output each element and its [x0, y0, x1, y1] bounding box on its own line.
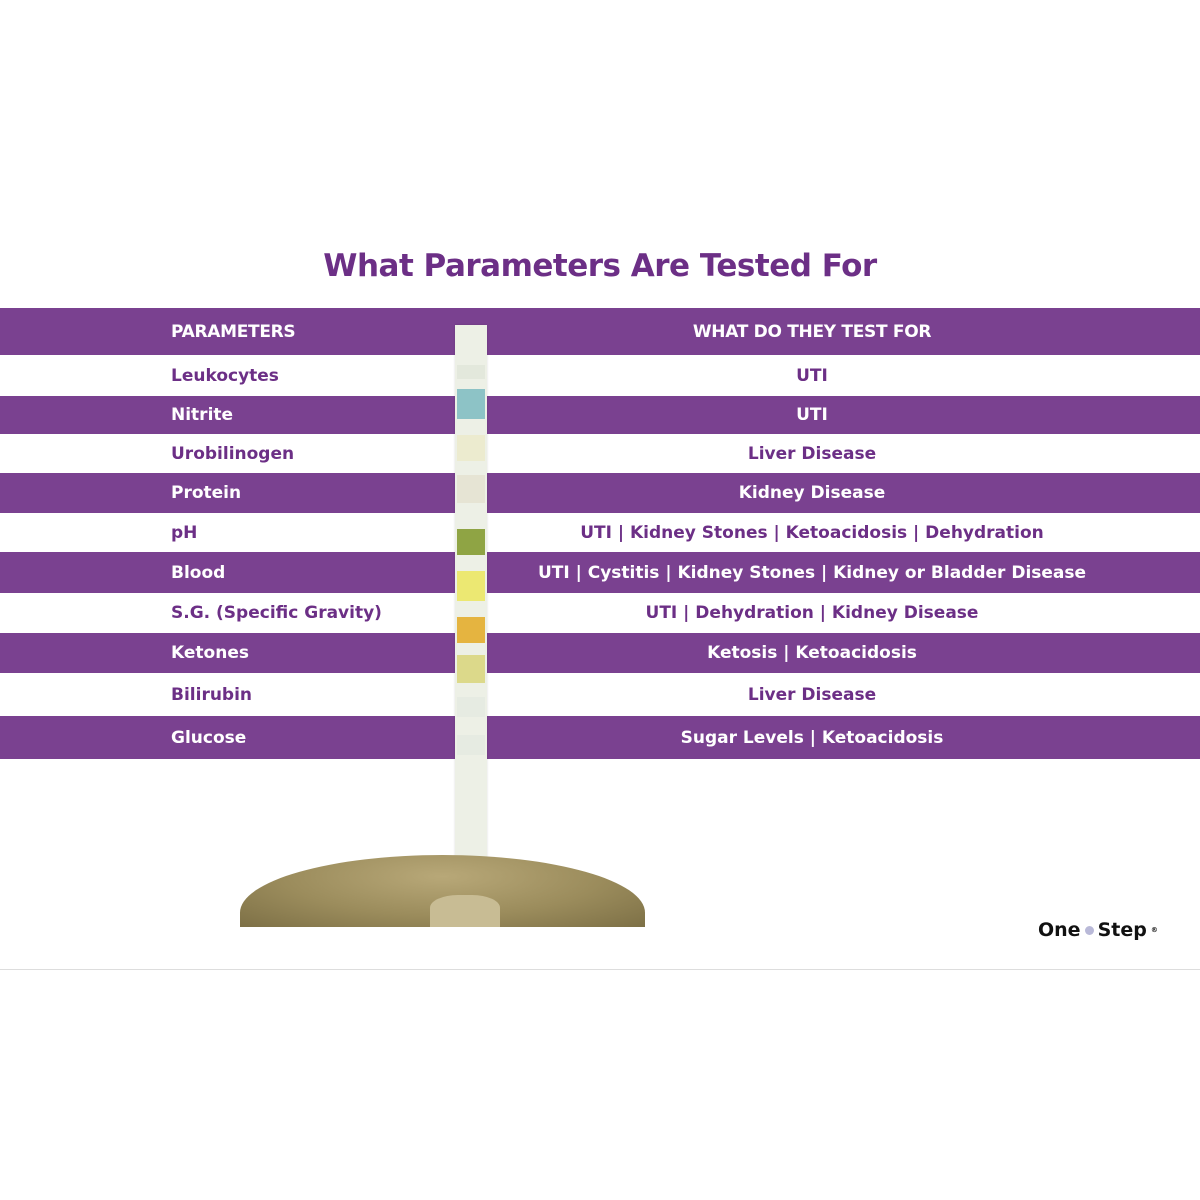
strip-pad: [457, 365, 485, 379]
table-row: Bilirubin Liver Disease: [0, 673, 1200, 716]
strip-pad: [457, 735, 485, 755]
tests-for: Ketosis | Ketoacidosis: [707, 643, 917, 663]
strip-pad: [457, 529, 485, 555]
parameter-name: Blood: [171, 562, 226, 583]
logo-text-one: One: [1038, 919, 1081, 941]
strip-pad: [457, 435, 485, 461]
strip-pad: [457, 389, 485, 419]
one-step-logo: One Step ®: [1038, 919, 1158, 941]
parameter-name: Urobilinogen: [171, 443, 295, 464]
test-strip-image: [455, 325, 487, 905]
divider: [0, 969, 1200, 970]
table-row: Ketones Ketosis | Ketoacidosis: [0, 633, 1200, 673]
table-header: PARAMETERS WHAT DO THEY TEST FOR: [0, 308, 1200, 355]
tests-for: Liver Disease: [747, 443, 877, 464]
table-row: Glucose Sugar Levels | Ketoacidosis: [0, 716, 1200, 759]
tests-for: UTI | Dehydration | Kidney Disease: [645, 603, 979, 623]
parameter-name: Protein: [171, 483, 242, 503]
thumb-image: [430, 895, 500, 927]
parameter-name: Nitrite: [171, 405, 234, 425]
parameter-name: pH: [171, 522, 198, 543]
parameter-name: S.G. (Specific Gravity): [171, 603, 382, 623]
tests-for: Kidney Disease: [738, 483, 886, 503]
table-row: Urobilinogen Liver Disease: [0, 434, 1200, 473]
strip-pad: [457, 571, 485, 601]
strip-pad: [457, 617, 485, 643]
logo-dot-icon: [1084, 925, 1094, 935]
tests-for: UTI | Kidney Stones | Ketoacidosis | Deh…: [580, 522, 1044, 543]
table-row: S.G. (Specific Gravity) UTI | Dehydration…: [0, 593, 1200, 633]
table-row: Nitrite UTI: [0, 396, 1200, 434]
parameter-name: Bilirubin: [171, 684, 253, 705]
table-row: Leukocytes UTI: [0, 355, 1200, 396]
tests-for: UTI | Cystitis | Kidney Stones | Kidney …: [537, 562, 1087, 583]
strip-pad: [457, 475, 485, 503]
registered-mark: ®: [1150, 926, 1158, 934]
parameter-name: Leukocytes: [171, 365, 279, 386]
tests-for: UTI: [796, 405, 828, 425]
logo-text-step: Step: [1097, 919, 1147, 941]
table-row: Blood UTI | Cystitis | Kidney Stones | Ki…: [0, 552, 1200, 593]
header-tests: WHAT DO THEY TEST FOR: [692, 321, 932, 342]
tests-for: Sugar Levels | Ketoacidosis: [680, 727, 944, 748]
table-row: pH UTI | Kidney Stones | Ketoacidosis | D…: [0, 513, 1200, 552]
strip-pad: [457, 655, 485, 683]
header-parameters: PARAMETERS: [171, 321, 296, 342]
table-row: Protein Kidney Disease: [0, 473, 1200, 513]
parameter-name: Ketones: [171, 643, 249, 663]
strip-pad: [457, 697, 485, 717]
tests-for: Liver Disease: [747, 684, 877, 705]
page-title: What Parameters Are Tested For: [323, 248, 877, 284]
tests-for: UTI: [796, 365, 828, 386]
parameter-name: Glucose: [171, 727, 247, 748]
